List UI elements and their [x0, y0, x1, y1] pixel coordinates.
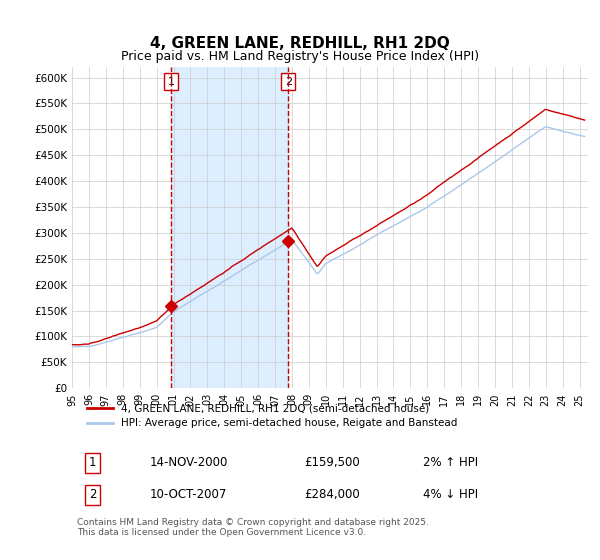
Text: 2: 2 [284, 77, 292, 87]
Text: 1: 1 [89, 456, 97, 469]
Text: 10-OCT-2007: 10-OCT-2007 [149, 488, 227, 501]
Text: £284,000: £284,000 [304, 488, 360, 501]
Legend: 4, GREEN LANE, REDHILL, RH1 2DQ (semi-detached house), HPI: Average price, semi-: 4, GREEN LANE, REDHILL, RH1 2DQ (semi-de… [82, 399, 461, 432]
Text: 2: 2 [89, 488, 97, 501]
Text: 4% ↓ HPI: 4% ↓ HPI [423, 488, 478, 501]
Text: £159,500: £159,500 [304, 456, 360, 469]
Text: Contains HM Land Registry data © Crown copyright and database right 2025.
This d: Contains HM Land Registry data © Crown c… [77, 517, 429, 537]
Text: 2% ↑ HPI: 2% ↑ HPI [423, 456, 478, 469]
Text: 1: 1 [168, 77, 175, 87]
Text: Price paid vs. HM Land Registry's House Price Index (HPI): Price paid vs. HM Land Registry's House … [121, 50, 479, 63]
Text: 14-NOV-2000: 14-NOV-2000 [149, 456, 228, 469]
Text: 4, GREEN LANE, REDHILL, RH1 2DQ: 4, GREEN LANE, REDHILL, RH1 2DQ [150, 36, 450, 52]
Bar [172, 67, 288, 388]
